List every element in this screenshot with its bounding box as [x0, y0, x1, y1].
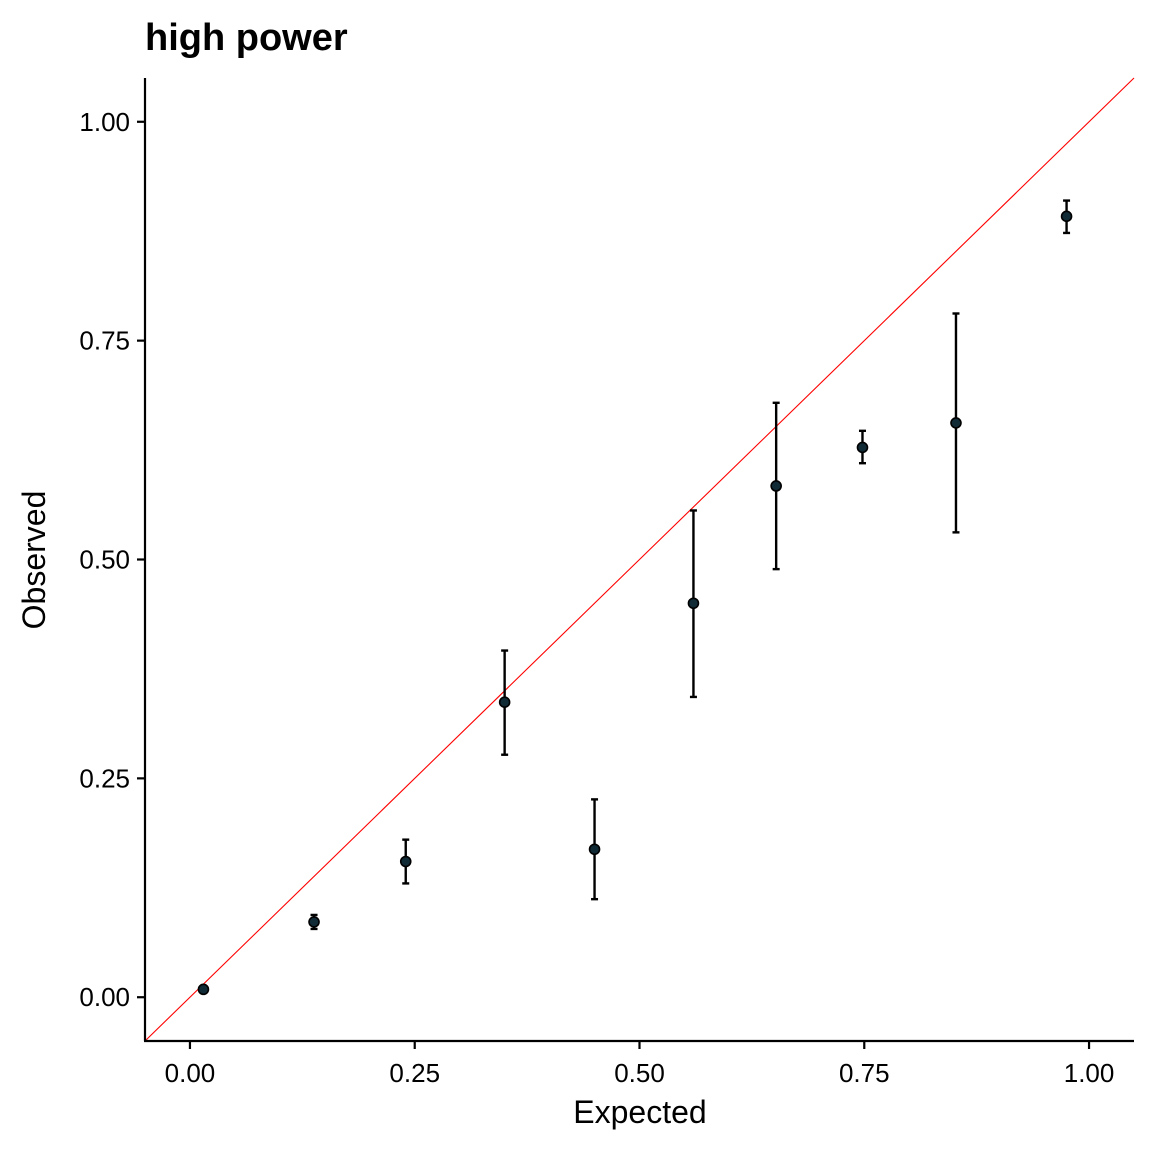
data-point [588, 843, 601, 856]
x-tick-label: 0.00 [165, 1058, 216, 1088]
data-point [687, 597, 700, 610]
data-point [856, 441, 869, 454]
y-tick-label: 0.25 [79, 763, 130, 793]
x-tick-label: 0.50 [614, 1058, 665, 1088]
data-point [1060, 210, 1073, 223]
y-axis-title: Observed [16, 491, 52, 630]
y-tick-label: 0.00 [79, 982, 130, 1012]
plot-area [144, 77, 1135, 1042]
x-axis-ticks: 0.00 0.25 0.50 0.75 1.00 [165, 1041, 1115, 1088]
data-point [399, 855, 412, 868]
x-tick-label: 0.75 [839, 1058, 890, 1088]
data-point [498, 696, 511, 708]
data-point [308, 916, 320, 928]
x-tick-label: 0.25 [389, 1058, 440, 1088]
reference-line [144, 77, 1135, 1042]
data-point [950, 417, 962, 429]
y-axis-ticks: 0.00 0.25 0.50 0.75 1.00 [79, 107, 145, 1012]
y-tick-label: 1.00 [79, 107, 130, 137]
x-tick-label: 1.00 [1064, 1058, 1115, 1088]
y-tick-label: 0.75 [79, 326, 130, 356]
data-point [197, 983, 210, 996]
data-point [770, 480, 782, 492]
y-tick-label: 0.50 [79, 545, 130, 575]
x-axis-title: Expected [573, 1094, 706, 1130]
chart-title: high power [145, 17, 348, 59]
